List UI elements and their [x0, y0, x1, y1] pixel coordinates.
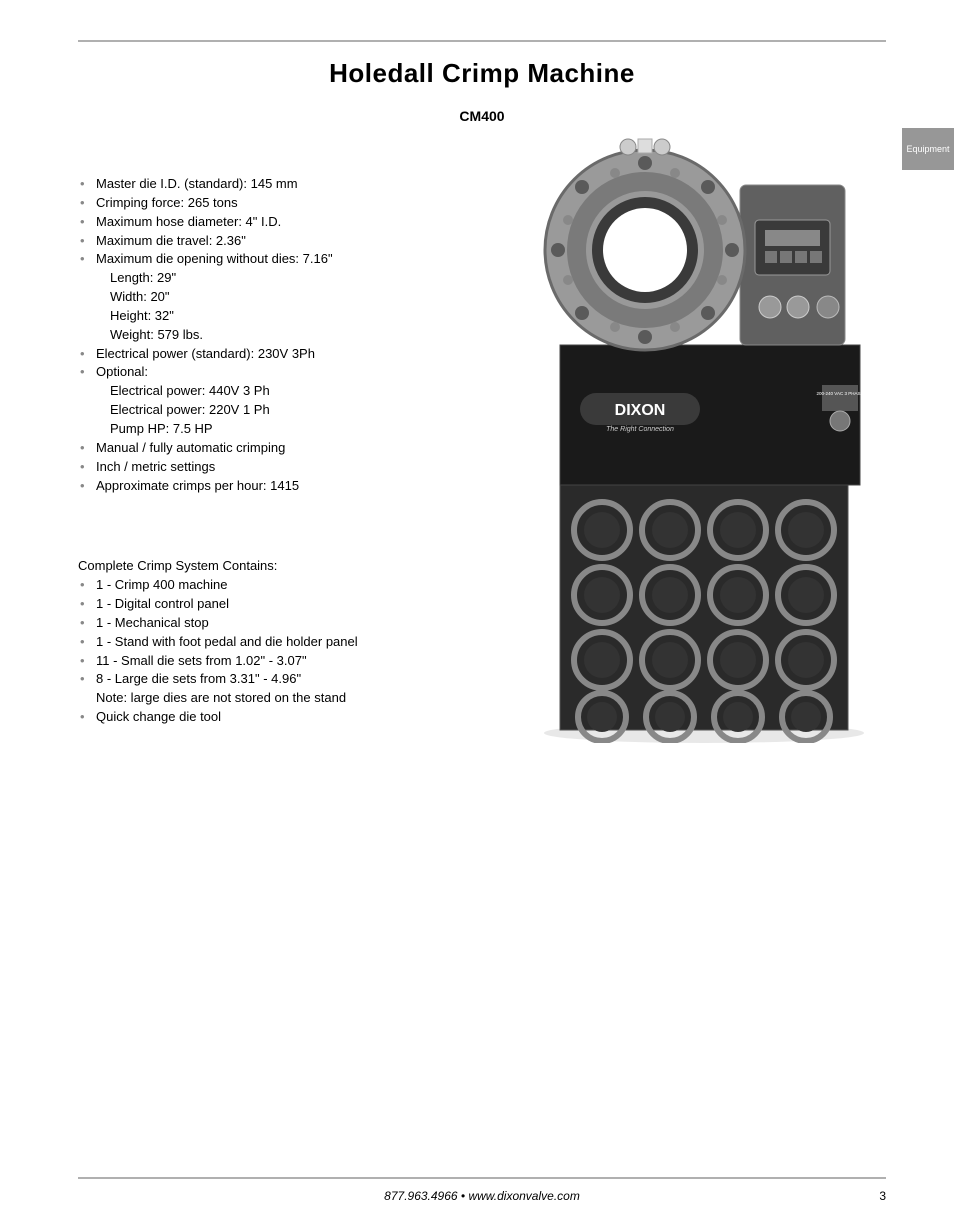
spec-sub: Pump HP: 7.5 HP	[78, 420, 528, 439]
page-title: Holedall Crimp Machine	[78, 58, 886, 89]
specs-list: Master die I.D. (standard): 145 mm Crimp…	[78, 175, 528, 269]
spec-item: Approximate crimps per hour: 1415	[78, 477, 528, 496]
spec-text: Optional:	[96, 364, 148, 379]
svg-text:The Right Connection: The Right Connection	[606, 426, 674, 433]
bottom-rule	[78, 1177, 886, 1179]
contains-text: Quick change die tool	[96, 709, 221, 724]
spec-text: Maximum die travel: 2.36"	[96, 233, 246, 248]
contains-list: Quick change die tool	[78, 708, 528, 727]
spec-text: Crimping force: 265 tons	[96, 195, 238, 210]
spec-text: Maximum hose diameter: 4" I.D.	[96, 214, 281, 229]
spec-sub: Width: 20"	[78, 288, 528, 307]
spec-sub: Electrical power: 440V 3 Ph	[78, 382, 528, 401]
contains-note: Note: large dies are not stored on the s…	[78, 689, 528, 708]
contains-text: 1 - Digital control panel	[96, 596, 229, 611]
footer-contact: 877.963.4966 • www.dixonvalve.com	[78, 1189, 886, 1203]
section-tab: Equipment	[902, 128, 954, 170]
spec-text: Electrical power (standard): 230V 3Ph	[96, 346, 315, 361]
spec-item: Manual / fully automatic crimping	[78, 439, 528, 458]
spec-item: Crimping force: 265 tons	[78, 194, 528, 213]
spec-item: Master die I.D. (standard): 145 mm	[78, 175, 528, 194]
spec-sub: Height: 32"	[78, 307, 528, 326]
contains-item: 1 - Digital control panel	[78, 595, 528, 614]
contains-text: 8 - Large die sets from 3.31" - 4.96"	[96, 671, 301, 686]
spec-sub: Weight: 579 lbs.	[78, 326, 528, 345]
spec-item: Optional:	[78, 363, 528, 382]
specs-list: Manual / fully automatic crimping Inch /…	[78, 439, 528, 496]
contains-text: 1 - Mechanical stop	[96, 615, 209, 630]
contains-item: 1 - Crimp 400 machine	[78, 576, 528, 595]
spec-text: Maximum die opening without dies: 7.16"	[96, 251, 333, 266]
contains-heading: Complete Crimp System Contains:	[78, 557, 528, 576]
spec-text: Inch / metric settings	[96, 459, 215, 474]
contains-text: 1 - Crimp 400 machine	[96, 577, 228, 592]
contains-item: 1 - Mechanical stop	[78, 614, 528, 633]
model-number: CM400	[78, 108, 886, 124]
contains-item: 1 - Stand with foot pedal and die holder…	[78, 633, 528, 652]
spec-item: Maximum die travel: 2.36"	[78, 232, 528, 251]
content-column: Master die I.D. (standard): 145 mm Crimp…	[78, 175, 528, 727]
contains-item: 8 - Large die sets from 3.31" - 4.96"	[78, 670, 528, 689]
contains-text: 1 - Stand with foot pedal and die holder…	[96, 634, 358, 649]
spec-sub: Length: 29"	[78, 269, 528, 288]
specs-list: Electrical power (standard): 230V 3Ph Op…	[78, 345, 528, 383]
svg-text:200-240 VAC 3 PHASE: 200-240 VAC 3 PHASE	[817, 391, 864, 396]
contains-list: 1 - Crimp 400 machine 1 - Digital contro…	[78, 576, 528, 689]
spec-text: Master die I.D. (standard): 145 mm	[96, 176, 298, 191]
spec-item: Inch / metric settings	[78, 458, 528, 477]
spec-text: Approximate crimps per hour: 1415	[96, 478, 299, 493]
page-number: 3	[879, 1189, 886, 1203]
spec-text: Manual / fully automatic crimping	[96, 440, 285, 455]
spec-item: Electrical power (standard): 230V 3Ph	[78, 345, 528, 364]
svg-text:DIXON: DIXON	[615, 402, 666, 419]
spec-sub: Electrical power: 220V 1 Ph	[78, 401, 528, 420]
product-image: DIXON The Right Connection 200-240 VAC 3…	[530, 135, 878, 743]
contains-item: 11 - Small die sets from 1.02" - 3.07"	[78, 652, 528, 671]
top-rule	[78, 40, 886, 42]
spec-item: Maximum die opening without dies: 7.16"	[78, 250, 528, 269]
contains-item: Quick change die tool	[78, 708, 528, 727]
spec-item: Maximum hose diameter: 4" I.D.	[78, 213, 528, 232]
contains-text: 11 - Small die sets from 1.02" - 3.07"	[96, 653, 307, 668]
